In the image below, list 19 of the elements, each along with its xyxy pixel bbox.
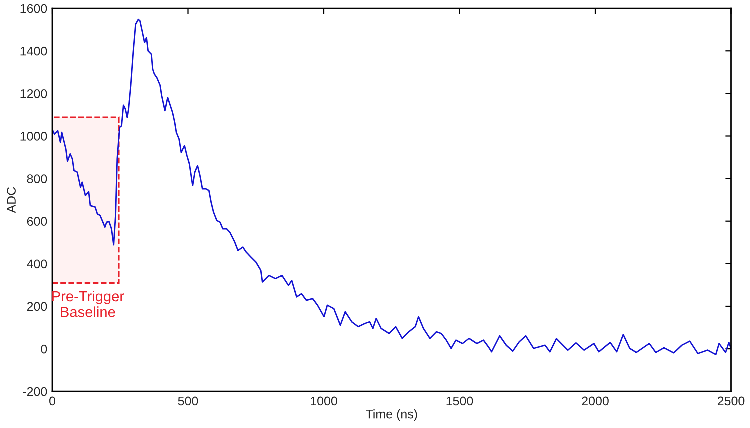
y-tick-label: 200 bbox=[27, 302, 48, 312]
y-tick-label: 400 bbox=[27, 260, 48, 269]
x-tick-label: 500 bbox=[178, 396, 198, 406]
line-series bbox=[52, 18, 732, 356]
y-tick-label: 600 bbox=[27, 217, 48, 226]
y-tick-label: 1600 bbox=[20, 4, 48, 14]
y-tick-label: -200 bbox=[23, 387, 48, 396]
x-tick-label: 2500 bbox=[718, 396, 745, 406]
y-tick-label: 1400 bbox=[20, 46, 48, 56]
y-tick-label: 800 bbox=[27, 174, 48, 184]
y-tick-label: 0 bbox=[41, 344, 48, 354]
x-tick-label: 1500 bbox=[446, 396, 474, 406]
y-axis-title: ADC bbox=[7, 187, 16, 214]
x-tick-label: 1000 bbox=[311, 396, 338, 406]
y-tick-label: 1000 bbox=[20, 132, 48, 141]
y-tick-label: 1200 bbox=[20, 89, 48, 98]
x-tick-label: 0 bbox=[50, 396, 56, 406]
x-tick-label: 2000 bbox=[582, 396, 609, 406]
x-axis-title: Time (ns) bbox=[366, 410, 418, 422]
